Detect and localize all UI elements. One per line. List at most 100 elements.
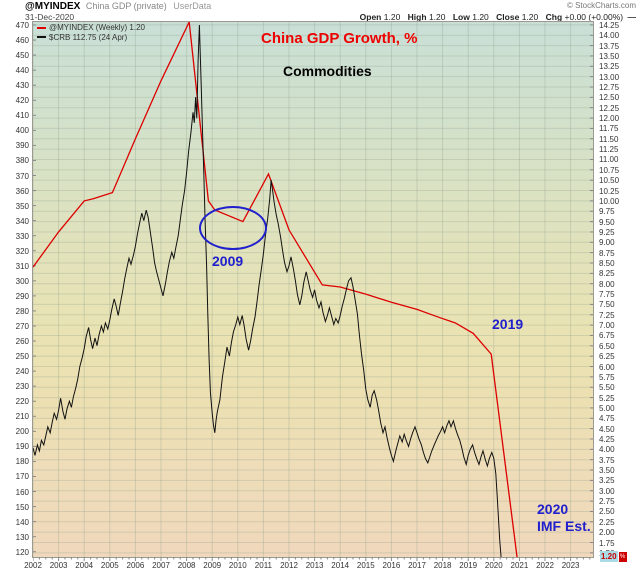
- high-value: 1.20: [428, 12, 446, 22]
- stockcharts-brand: © StockCharts.com: [566, 1, 636, 10]
- left-axis-tick-label: 130: [15, 532, 29, 542]
- right-axis-tick-label: 10.25: [599, 186, 620, 196]
- last-value-marker-box: %: [618, 551, 627, 562]
- x-axis-tickmarks: [33, 557, 591, 561]
- right-axis-tick-label: 11.00: [599, 155, 619, 165]
- left-axis-tick-label: 260: [15, 337, 29, 347]
- x-axis-year-label: 2003: [49, 561, 68, 570]
- open-value: 1.20: [383, 12, 401, 22]
- black-line-swatch: [37, 36, 46, 39]
- right-axis-tick-label: 3.00: [599, 486, 615, 496]
- x-axis-year-label: 2022: [536, 561, 554, 570]
- left-axis-tick-label: 240: [15, 367, 29, 377]
- right-axis-tick-label: 9.00: [599, 238, 615, 248]
- right-axis-tick-label: 5.00: [599, 403, 615, 413]
- chart-header: @MYINDEX China GDP (private) UserData © …: [0, 0, 640, 22]
- x-axis-year-label: 2006: [126, 561, 145, 570]
- left-axis-labels: 470 460 450 440 430 420 410 400 390 380 370 360 350 3…: [0, 21, 31, 557]
- x-axis-year-label: 2008: [177, 561, 196, 570]
- low-value: 1.20: [472, 12, 489, 22]
- right-axis-tick-label: 12.25: [599, 103, 620, 113]
- last-value-flag: 1.20 %: [600, 551, 627, 562]
- chart-date: 31-Dec-2020: [25, 12, 75, 22]
- legend-item-myindex: @MYINDEX (Weekly) 1.20: [37, 23, 145, 33]
- symbol: @MYINDEX: [25, 1, 81, 12]
- symbol-description: China GDP (private): [85, 1, 167, 11]
- left-axis-tick-label: 430: [15, 81, 29, 91]
- right-axis-tick-label: 8.25: [599, 269, 615, 279]
- left-axis-tick-label: 330: [15, 231, 29, 241]
- right-axis-tick-label: 6.75: [599, 331, 615, 341]
- right-axis-tick-label: 5.50: [599, 383, 615, 393]
- left-axis-tick-label: 270: [15, 321, 29, 331]
- right-axis-tick-label: 4.25: [599, 434, 615, 444]
- annotation-2020-line1: 2020: [537, 501, 569, 517]
- right-axis-tick-label: 11.50: [599, 134, 619, 144]
- right-axis-tick-label: 4.00: [599, 445, 615, 455]
- chg-value: +0.00 (+0.00%): [564, 12, 624, 22]
- right-axis-tick-label: 2.50: [599, 507, 615, 517]
- x-axis-year-label: 2013: [305, 561, 324, 570]
- x-axis-year-label: 2007: [152, 561, 170, 570]
- left-axis-tick-label: 340: [15, 216, 29, 226]
- right-axis-tick-label: 3.50: [599, 466, 615, 476]
- x-axis-year-label: 2004: [75, 561, 94, 570]
- right-axis-tick-label: 13.25: [599, 62, 620, 72]
- right-axis-tick-label: 12.50: [599, 93, 620, 103]
- annotation-2019: 2019: [492, 316, 524, 332]
- x-axis-labels: 2002 2003 2004 2005 2006 2007 2008 2009 2010 2011…: [24, 561, 593, 573]
- plot-canvas: [33, 22, 593, 557]
- ohlc-readout: Open 1.20 High 1.20 Low 1.20 Close 1.20 …: [355, 12, 636, 22]
- right-axis-tick-label: 9.25: [599, 227, 615, 237]
- header-row-1: @MYINDEX China GDP (private) UserData: [25, 1, 211, 12]
- close-value: 1.20: [521, 12, 539, 22]
- legend-label-myindex: @MYINDEX (Weekly) 1.20: [49, 23, 145, 32]
- right-axis-tick-label: 7.75: [599, 290, 615, 300]
- right-axis-tick-label: 6.25: [599, 352, 615, 362]
- left-axis-tick-label: 150: [15, 502, 29, 512]
- x-axis-year-label: 2011: [254, 561, 272, 570]
- right-axis-tick-label: 4.75: [599, 414, 615, 424]
- left-axis-tick-label: 180: [15, 457, 29, 467]
- plot-area: @MYINDEX (Weekly) 1.20 $CRB 112.75 (24 A…: [32, 21, 594, 558]
- x-axis-year-label: 2012: [280, 561, 298, 570]
- right-axis-tick-label: 14.25: [599, 20, 620, 30]
- right-axis-tick-label: 14.00: [599, 31, 620, 41]
- x-axis-year-label: 2009: [203, 561, 222, 570]
- left-axis-tick-label: 450: [15, 51, 29, 61]
- right-axis-tick-label: 2.75: [599, 497, 615, 507]
- left-axis-tick-label: 160: [15, 487, 29, 497]
- right-axis-tick-label: 5.25: [599, 393, 615, 403]
- right-axis-tick-label: 13.00: [599, 72, 620, 82]
- data-source-tag: UserData: [173, 1, 212, 11]
- right-axis-tick-label: 10.75: [599, 165, 620, 175]
- right-axis-tick-label: 3.75: [599, 455, 615, 465]
- left-axis-tick-label: 210: [15, 412, 29, 422]
- left-axis-tick-label: 350: [15, 201, 29, 211]
- right-axis-labels: 14.25 14.00 13.75 13.50 13.25 13.00 12.75 12.50…: [599, 20, 639, 558]
- right-axis-tick-label: 8.00: [599, 279, 615, 289]
- gdp-growth-line: [33, 22, 518, 557]
- x-axis-year-label: 2020: [484, 561, 503, 570]
- x-axis-year-label: 2014: [331, 561, 350, 570]
- low-label: Low: [452, 12, 470, 22]
- left-axis-tick-label: 200: [15, 427, 29, 437]
- right-axis-tick-label: 8.50: [599, 258, 615, 268]
- series-dash-marker: —: [627, 12, 637, 22]
- left-axis-tick-label: 380: [15, 156, 29, 166]
- x-axis-year-label: 2017: [408, 561, 426, 570]
- x-axis-year-label: 2018: [433, 561, 452, 570]
- right-axis-tick-label: 7.25: [599, 310, 615, 320]
- left-axis-tick-label: 310: [15, 261, 29, 271]
- left-axis-tick-label: 400: [15, 126, 29, 136]
- right-axis-tick-label: 5.75: [599, 372, 615, 382]
- left-axis-tick-label: 120: [15, 547, 29, 557]
- left-axis-tick-label: 440: [15, 66, 29, 76]
- right-axis-tick-label: 9.50: [599, 217, 615, 227]
- right-axis-tick-label: 10.50: [599, 176, 620, 186]
- left-axis-tick-label: 190: [15, 442, 29, 452]
- right-axis-tick-label: 1.75: [599, 538, 615, 548]
- annotation-commodities-title: Commodities: [283, 63, 372, 79]
- right-axis-tick-label: 12.75: [599, 83, 620, 92]
